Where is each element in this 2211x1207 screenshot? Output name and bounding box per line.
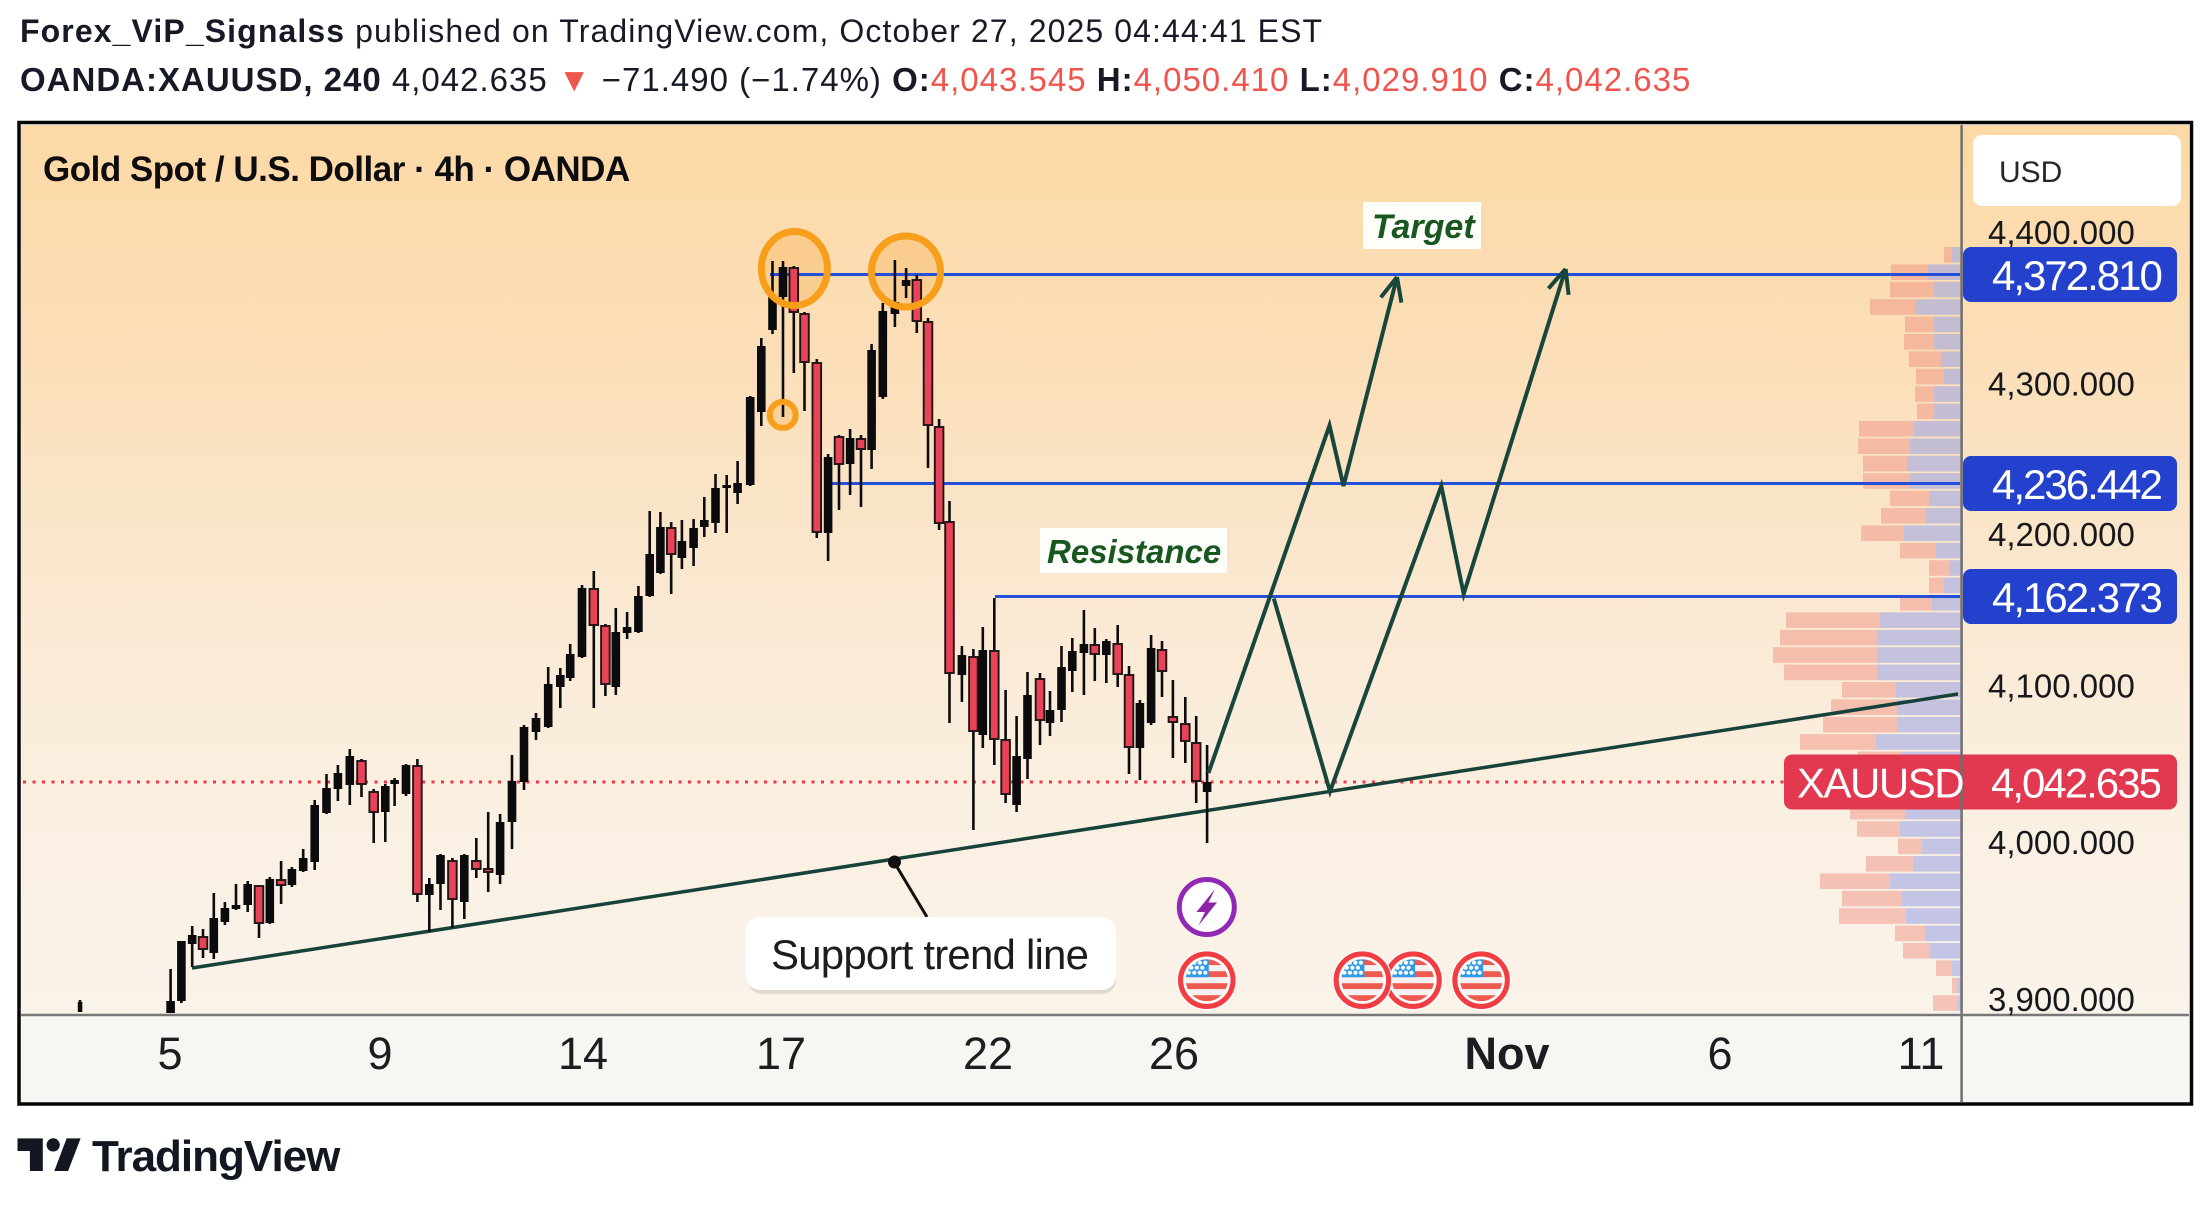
svg-text:USD: USD — [1999, 156, 2062, 189]
svg-text:6: 6 — [1707, 1028, 1732, 1079]
svg-text:Forex_ViP_Signalss published o: Forex_ViP_Signalss published on TradingV… — [20, 13, 1323, 49]
svg-text:4,372.810: 4,372.810 — [1992, 252, 2161, 299]
svg-text:Resistance: Resistance — [1047, 533, 1221, 570]
svg-text:26: 26 — [1149, 1028, 1199, 1079]
svg-text:Nov: Nov — [1464, 1028, 1549, 1079]
svg-text:11: 11 — [1898, 1028, 1945, 1079]
svg-text:4,042.635: 4,042.635 — [1991, 760, 2160, 807]
svg-text:5: 5 — [157, 1028, 182, 1079]
svg-text:Support trend line: Support trend line — [771, 931, 1088, 978]
svg-text:17: 17 — [756, 1028, 806, 1079]
svg-text:4,100.000: 4,100.000 — [1988, 668, 2135, 705]
svg-text:14: 14 — [558, 1028, 608, 1079]
svg-text:TradingView: TradingView — [92, 1132, 341, 1181]
svg-text:4,236.442: 4,236.442 — [1992, 461, 2161, 508]
svg-text:Target: Target — [1372, 208, 1476, 246]
svg-text:4,162.373: 4,162.373 — [1992, 574, 2161, 621]
svg-text:4,200.000: 4,200.000 — [1988, 516, 2135, 553]
svg-text:3,900.000: 3,900.000 — [1988, 981, 2135, 1018]
svg-text:OANDA:XAUUSD, 240 4,042.635 ▼: OANDA:XAUUSD, 240 4,042.635 ▼ −71.490 (−… — [20, 61, 1691, 98]
svg-text:4,400.000: 4,400.000 — [1988, 214, 2135, 251]
svg-text:22: 22 — [963, 1028, 1013, 1079]
svg-text:4,300.000: 4,300.000 — [1988, 366, 2135, 403]
svg-text:XAUUSD: XAUUSD — [1797, 760, 1963, 807]
svg-text:Gold Spot / U.S. Dollar · 4h ·: Gold Spot / U.S. Dollar · 4h · OANDA — [43, 150, 630, 189]
svg-text:4,000.000: 4,000.000 — [1988, 824, 2135, 861]
svg-text:9: 9 — [367, 1028, 392, 1079]
